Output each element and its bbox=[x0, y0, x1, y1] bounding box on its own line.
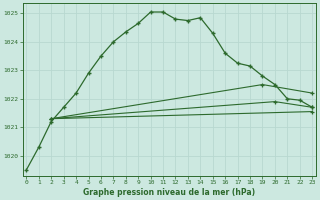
X-axis label: Graphe pression niveau de la mer (hPa): Graphe pression niveau de la mer (hPa) bbox=[83, 188, 255, 197]
